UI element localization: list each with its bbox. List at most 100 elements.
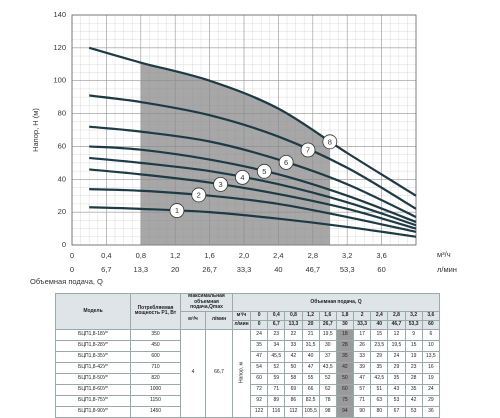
curve-label: 5: [262, 167, 266, 176]
value-cell: 29: [370, 350, 389, 363]
value-cell: 19,5: [387, 339, 406, 352]
curve-label-circle: [278, 154, 294, 170]
x2-tick-label: 26,7: [202, 265, 217, 274]
header-cell: 0: [249, 310, 269, 321]
power-cell: 820: [130, 372, 181, 385]
curve: [88, 46, 417, 197]
value-cell: 92: [249, 394, 269, 407]
value-cell: 16: [421, 361, 441, 374]
value-cell: 23: [404, 361, 423, 374]
value-cell: 57: [353, 383, 372, 396]
chart: Напор, H (м) м³/ч л/мин Объемная подача,…: [30, 10, 457, 286]
curve: [89, 145, 417, 224]
header-cell: м³/ч: [180, 310, 206, 330]
value-cell: 37: [318, 350, 337, 363]
header-cell: Модель: [55, 293, 131, 330]
value-cell: 94: [335, 405, 355, 418]
header-cell: 20: [301, 319, 320, 330]
value-cell: 17: [353, 328, 372, 341]
value-cell: 52: [318, 372, 337, 385]
value-cell: 90: [353, 405, 372, 418]
value-cell: 89: [267, 394, 286, 407]
table-row: Модель Потребляемая мощность P1, Вт Максим…: [55, 293, 440, 330]
y-axis-label: Напор, H (м): [31, 108, 40, 152]
value-cell: 36: [421, 405, 441, 418]
value-cell: 6: [421, 328, 441, 341]
curve-label-circle: [322, 134, 338, 150]
value-cell: 60: [249, 372, 269, 385]
x-unit: м³/ч: [437, 250, 451, 259]
header-cell: 0: [249, 319, 269, 330]
curve-label: 8: [328, 137, 332, 146]
x2-unit: л/мин: [437, 265, 457, 274]
value-cell: 15: [370, 328, 389, 341]
curve-label: 2: [197, 190, 201, 199]
table-row: БЦП1,8-35У* 600 47 45,5 42 40 37 35 33 29 24 19 13,5: [55, 350, 441, 363]
x2-tick-label: 6,7: [101, 265, 111, 274]
x-tick-label: 3,2: [342, 251, 352, 260]
header-cell: 53,3: [404, 319, 423, 330]
header-cell: 2,8: [387, 310, 406, 321]
y-tick-label: 60: [58, 141, 66, 150]
x2-tick-label: 33,3: [237, 265, 252, 274]
value-cell: 60: [335, 383, 355, 396]
value-cell: 34: [267, 339, 286, 352]
qmax-cell: 4: [180, 328, 206, 418]
value-cell: 51: [370, 383, 389, 396]
value-cell: 98: [318, 405, 337, 418]
value-cell: 23: [267, 328, 286, 341]
header-cell: 1,6: [318, 310, 337, 321]
curve: [89, 125, 417, 219]
header-cell: Объемная подача, Q: [232, 293, 440, 312]
value-cell: 35: [370, 361, 389, 374]
table: Модель Потребляемая мощность P1, Вт Максим…: [55, 293, 441, 418]
spec-table: Модель Потребляемая мощность P1, Вт Максим…: [55, 293, 441, 418]
header-cell: м³/ч: [232, 310, 251, 321]
curve-label-circle: [213, 177, 229, 192]
value-cell: 31,5: [301, 339, 320, 352]
value-cell: 43,5: [318, 361, 337, 374]
curve: [89, 188, 417, 233]
value-cell: 54: [249, 361, 269, 374]
table-row: БЦП1,8-18У* 350 4 66,7 Напор, м 24 23 22 21 19,5 1…: [55, 328, 441, 418]
power-cell: 450: [130, 339, 181, 352]
x-tick-label: 2,0: [239, 251, 249, 260]
power-cell: 710: [130, 361, 181, 374]
curve-label: 1: [175, 206, 179, 215]
value-cell: 82,5: [301, 394, 320, 407]
value-cell: 30: [318, 339, 337, 352]
y-tick-label: 140: [53, 10, 66, 19]
value-cell: 71: [267, 383, 286, 396]
curve: [89, 94, 417, 210]
value-cell: 33: [284, 339, 303, 352]
power-cell: 350: [130, 328, 181, 341]
y-tick-label: 0: [62, 240, 66, 249]
value-cell: 122: [249, 405, 269, 418]
value-cell: 50: [284, 361, 303, 374]
value-cell: 53: [387, 394, 406, 407]
value-cell: 35: [387, 372, 406, 385]
value-cell: 58: [284, 372, 303, 385]
header-cell: 2: [353, 310, 372, 321]
value-cell: 42: [404, 394, 423, 407]
y-tick-label: 100: [53, 76, 66, 85]
value-cell: 53: [404, 405, 423, 418]
value-cell: 26: [353, 339, 372, 352]
model-cell: БЦП1,8-75У*: [55, 394, 131, 407]
value-cell: 24: [421, 383, 441, 396]
value-cell: 45,5: [267, 350, 286, 363]
model-cell: БЦП1,8-60У*: [55, 383, 131, 396]
value-cell: 22: [284, 328, 303, 341]
x2-tick-label: 0: [70, 265, 74, 274]
header-cell: Максимальная объемная подача,Qmax: [180, 293, 233, 312]
value-cell: 47: [249, 350, 269, 363]
table-row: БЦП1,8-42У* 710 54 52 50 47 43,5 42 39 35 29 23 16: [55, 361, 441, 374]
model-cell: БЦП1,8-35У*: [55, 350, 131, 363]
header-cell: 3,2: [404, 310, 423, 321]
table-row: БЦП1,8-60У* 1000 72 71 69 66 62 60 57 51 43 35 24: [55, 383, 441, 396]
x-tick-label: 1,2: [170, 251, 180, 260]
curve-label-circle: [235, 169, 250, 185]
value-cell: 29: [421, 394, 441, 407]
header-cell: Потребляемая мощность P1, Вт: [130, 293, 181, 330]
y-tick-label: 40: [58, 174, 66, 183]
